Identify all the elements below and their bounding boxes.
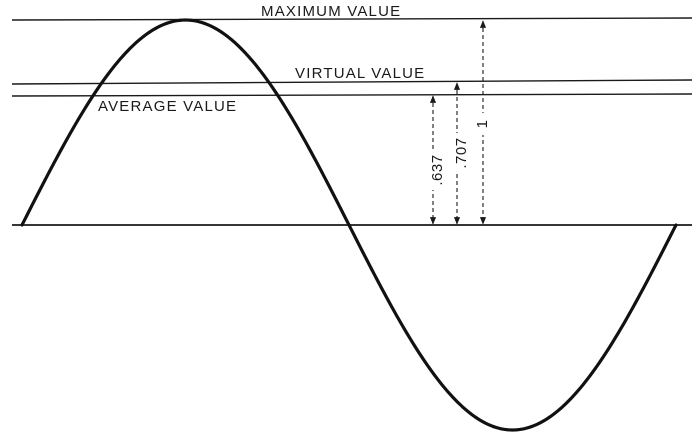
average-value-label: AVERAGE VALUE xyxy=(98,98,237,115)
virtual-value-line-lower xyxy=(11,93,693,97)
average-dimension-value: .637 xyxy=(429,154,446,185)
maximum-value-line xyxy=(11,17,693,21)
virtual-dimension-value: .707 xyxy=(453,137,470,168)
maximum-value-label: MAXIMUM VALUE xyxy=(261,3,401,20)
sine-wave-curve xyxy=(20,18,678,432)
virtual-value-line-upper xyxy=(11,79,693,85)
virtual-value-label: VIRTUAL VALUE xyxy=(295,65,425,82)
maximum-dimension-value: 1 xyxy=(474,120,491,129)
